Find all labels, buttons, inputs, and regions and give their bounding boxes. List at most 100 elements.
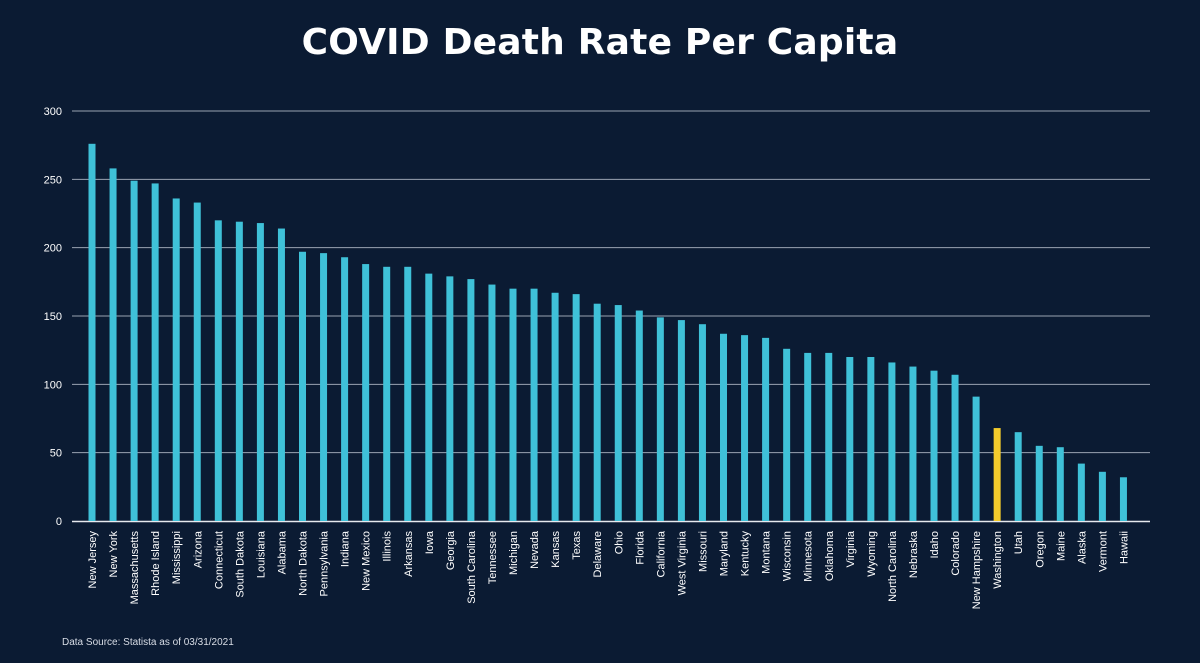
bar-maryland: [720, 333, 727, 521]
bar-nevada: [530, 288, 538, 521]
x-tick-label: Washington: [992, 531, 1004, 589]
bar-illinois: [383, 266, 391, 521]
bar-utah: [1014, 432, 1022, 521]
bar-washington: [993, 428, 1001, 521]
bar-florida: [635, 310, 643, 521]
x-tick-label: North Carolina: [887, 530, 899, 602]
bar-arizona: [193, 202, 201, 522]
bar-kentucky: [741, 335, 749, 521]
x-tick-label: Georgia: [445, 530, 457, 570]
x-tick-label: Mississippi: [171, 531, 183, 584]
bar-oklahoma: [825, 352, 833, 521]
x-tick-label: Maryland: [719, 531, 731, 576]
x-tick-label: Massachusetts: [129, 531, 141, 605]
y-tick-label: 50: [50, 448, 62, 460]
bar-michigan: [509, 288, 517, 521]
bar-iowa: [425, 273, 433, 521]
bar-connecticut: [214, 220, 222, 522]
x-tick-label: Vermont: [1097, 531, 1109, 572]
x-tick-label: Utah: [1013, 531, 1025, 554]
bar-pennsylvania: [320, 253, 328, 521]
chart-title: COVID Death Rate Per Capita: [301, 22, 899, 63]
x-tick-label: Ohio: [613, 531, 625, 554]
bar-louisiana: [256, 223, 264, 522]
x-tick-label: Wisconsin: [782, 531, 794, 581]
y-tick-label: 100: [44, 379, 62, 391]
bar-north-dakota: [299, 251, 306, 521]
bar-colorado: [951, 374, 959, 521]
x-tick-label: California: [655, 530, 667, 577]
x-axis-labels: New Jersey New York Massachusetts Rhode Isl…: [87, 530, 1130, 609]
x-tick-label: Idaho: [929, 531, 941, 559]
x-tick-label: Alabama: [276, 530, 288, 574]
x-tick-label: Wyoming: [866, 531, 878, 577]
bar-nebraska: [909, 366, 917, 521]
bar-wisconsin: [783, 348, 791, 521]
bar-hawaii: [1119, 477, 1127, 521]
bar-north-carolina: [888, 362, 896, 521]
x-tick-label: Florida: [634, 530, 646, 565]
bar-alaska: [1077, 463, 1085, 521]
x-tick-label: Arizona: [192, 530, 204, 568]
bar-georgia: [446, 276, 454, 521]
y-tick-label: 250: [44, 174, 62, 186]
x-tick-label: Hawaii: [1118, 531, 1130, 564]
bar-virginia: [846, 357, 854, 521]
bar-oregon: [1035, 445, 1043, 521]
bar-rhode-island: [151, 183, 159, 521]
x-tick-label: Colorado: [950, 531, 962, 576]
bar-new-jersey: [88, 143, 96, 522]
x-tick-label: Kentucky: [740, 531, 752, 577]
gridlines: [72, 110, 1150, 523]
bar-texas: [572, 294, 580, 521]
x-tick-label: Oregon: [1034, 531, 1046, 568]
x-tick-label: Rhode Island: [150, 531, 162, 596]
x-tick-label: New York: [108, 531, 120, 578]
bar-california: [656, 317, 664, 521]
bar-idaho: [930, 370, 938, 521]
x-tick-label: Iowa: [424, 530, 436, 554]
x-tick-label: Texas: [571, 531, 583, 560]
y-tick-label: 200: [44, 243, 62, 255]
x-tick-label: Montana: [761, 530, 773, 574]
x-tick-label: Indiana: [340, 530, 352, 567]
x-tick-label: New Hampshire: [971, 531, 983, 609]
x-tick-label: Tennessee: [487, 531, 499, 584]
bar-vermont: [1098, 471, 1106, 521]
x-tick-label: Illinois: [382, 531, 394, 562]
bar-tennessee: [488, 284, 496, 521]
bar-massachusetts: [130, 180, 138, 521]
x-tick-label: New Jersey: [87, 531, 99, 589]
x-tick-label: Michigan: [508, 531, 520, 575]
x-tick-label: Nevada: [529, 530, 541, 569]
x-tick-label: West Virginia: [676, 530, 688, 595]
y-tick-label: 0: [56, 516, 62, 528]
x-tick-label: Virginia: [845, 530, 857, 567]
y-axis-ticks: 0 50 100 150 200 250 300: [44, 106, 62, 528]
x-tick-label: Pennsylvania: [319, 530, 331, 596]
bar-montana: [762, 337, 770, 521]
x-tick-label: Louisiana: [255, 530, 267, 578]
x-tick-label: North Dakota: [298, 530, 310, 596]
bar-ohio: [614, 305, 622, 521]
x-tick-label: Arkansas: [403, 531, 415, 577]
x-tick-label: Connecticut: [213, 531, 225, 589]
x-tick-label: Kansas: [550, 531, 562, 568]
x-tick-label: South Dakota: [234, 530, 246, 598]
bar-west-virginia: [677, 320, 685, 521]
bar-wyoming: [867, 357, 875, 521]
bar-missouri: [698, 324, 706, 521]
bar-new-york: [109, 168, 117, 521]
x-tick-label: New Mexico: [361, 531, 373, 591]
x-tick-label: South Carolina: [466, 530, 478, 604]
bar-new-mexico: [362, 264, 370, 521]
bar-new-hampshire: [972, 396, 980, 521]
bar-indiana: [341, 257, 349, 521]
y-tick-label: 300: [44, 106, 62, 118]
x-tick-label: Maine: [1055, 531, 1067, 561]
bar-alabama: [277, 228, 285, 522]
bar-kansas: [551, 292, 559, 521]
y-tick-label: 150: [44, 311, 62, 323]
x-tick-label: Nebraska: [908, 530, 920, 578]
